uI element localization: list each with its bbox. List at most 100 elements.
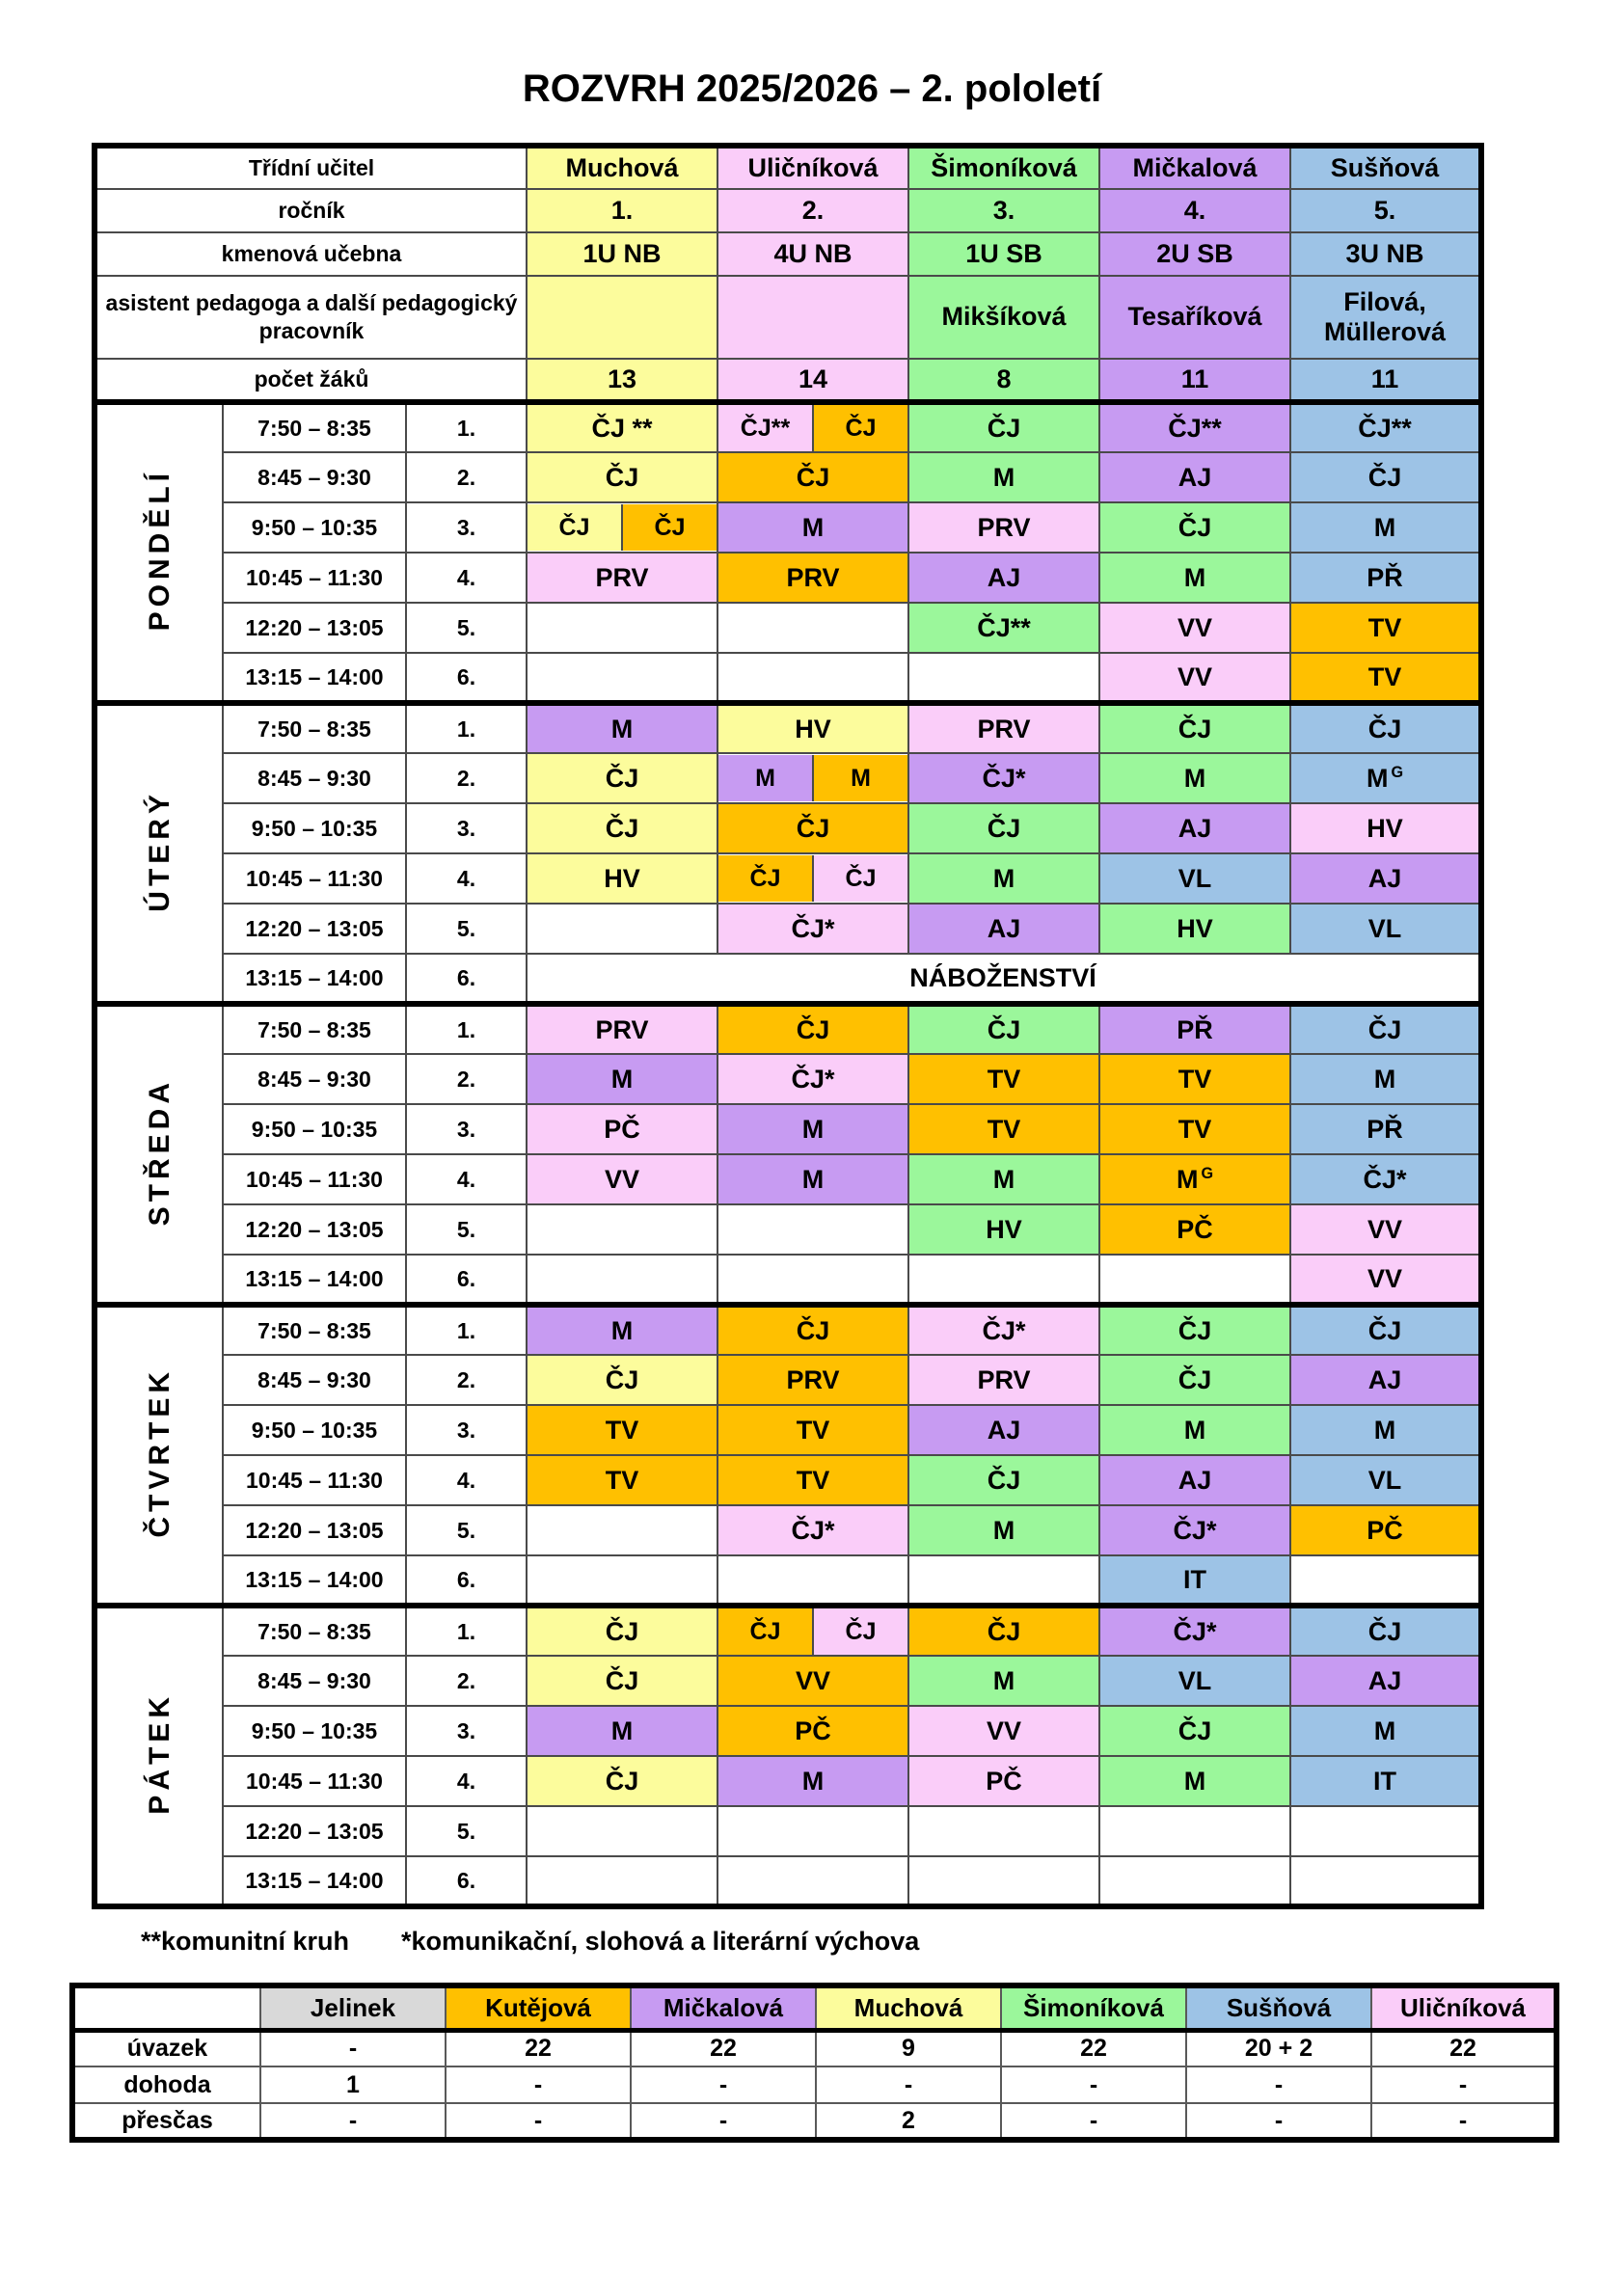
time-cell: 10:45 – 11:30 <box>222 552 407 604</box>
lesson-cell: M <box>907 1655 1100 1707</box>
header-value-cell: Mikšíková <box>907 275 1100 360</box>
lesson-cell <box>526 1504 718 1556</box>
lesson-cell: ČJ* <box>717 903 909 955</box>
time-cell: 8:45 – 9:30 <box>222 1053 407 1105</box>
lesson-cell: IT <box>1098 1554 1291 1607</box>
lesson-cell: ČJ* <box>1098 1504 1291 1556</box>
lesson-cell: AJ <box>907 1404 1100 1456</box>
lesson-label: HV <box>1177 913 1213 943</box>
period-number-cell: 6. <box>405 1254 528 1306</box>
period-row: 8:45 – 9:30 2. ČJ PRV PRV ČJ AJ <box>95 1354 1482 1406</box>
period-number-cell: 6. <box>405 1855 528 1907</box>
lesson-cell: M <box>1098 752 1291 804</box>
lesson-label: VV <box>604 1164 640 1194</box>
period-row: 13:15 – 14:00 6. NÁBOŽENSTVÍ <box>95 953 1482 1005</box>
lesson-label: M <box>1373 1715 1396 1745</box>
lesson-cell <box>526 652 718 704</box>
lesson-label: PČ <box>986 1766 1022 1796</box>
lesson-cell <box>526 1254 718 1306</box>
lesson-label: TV <box>605 1415 639 1445</box>
lesson-label: ČJ <box>1367 714 1402 743</box>
load-value-cell: 9 <box>815 2029 1002 2067</box>
period-number-cell: 5. <box>405 1805 528 1857</box>
lesson-cell: ČJ ČJ <box>717 1603 909 1657</box>
time-cell: 7:50 – 8:35 <box>222 1302 407 1356</box>
lesson-label: PČ <box>1367 1515 1403 1545</box>
lesson-label: ČJ <box>1177 714 1212 743</box>
lesson-label: ČJ <box>605 1766 639 1796</box>
period-row: 10:45 – 11:30 4. ČJ M PČ M IT <box>95 1755 1482 1807</box>
period-row: 10:45 – 11:30 4. TV TV ČJ AJ VL <box>95 1454 1482 1506</box>
period-row: 12:20 – 13:05 5. HV PČ VV <box>95 1203 1482 1256</box>
lesson-cell: AJ <box>1098 451 1291 503</box>
time-cell: 10:45 – 11:30 <box>222 852 407 905</box>
lesson-label: VL <box>1177 1665 1212 1695</box>
time-cell: 13:15 – 14:00 <box>222 1254 407 1306</box>
time-cell: 9:50 – 10:35 <box>222 501 407 554</box>
lesson-cell: ČJ** <box>907 602 1100 654</box>
lesson-cell <box>907 652 1100 704</box>
lesson-cell <box>717 1554 909 1607</box>
lesson-label: TV <box>1367 662 1402 691</box>
lesson-cell: ČJ <box>907 399 1100 453</box>
time-cell: 7:50 – 8:35 <box>222 1603 407 1657</box>
time-cell: 13:15 – 14:00 <box>222 1855 407 1907</box>
period-row: STŘEDA 7:50 – 8:35 1. PRV ČJ ČJ PŘ ČJ <box>94 1001 1482 1306</box>
lesson-cell: ČJ <box>1098 1302 1291 1356</box>
period-row: 8:45 – 9:30 2. ČJ VV M VL AJ <box>95 1655 1482 1707</box>
lesson-superscript: G <box>1391 763 1404 781</box>
lesson-cell: PRV <box>907 700 1100 754</box>
lesson-label: M <box>992 462 1015 492</box>
lesson-cell <box>526 602 718 654</box>
header-row-label: kmenová učebna <box>94 231 528 277</box>
lesson-label: TV <box>1177 1114 1212 1144</box>
header-value-cell: Uličníková <box>717 145 909 190</box>
lesson-label: VV <box>795 1665 831 1695</box>
lesson-cell: AJ <box>1098 802 1291 854</box>
lesson-label: M <box>801 1766 825 1796</box>
lesson-cell: AJ <box>1289 1655 1482 1707</box>
lesson-label: ČJ <box>796 813 830 843</box>
header-row: ročník 1. 2. 3. 4. 5. <box>94 188 1482 233</box>
lesson-cell: ČJ <box>1289 1603 1482 1657</box>
period-row: PÁTEK 7:50 – 8:35 1. ČJ ČJ ČJ ČJ ČJ* ČJ <box>94 1603 1482 1907</box>
lesson-label: TV <box>987 1064 1021 1094</box>
period-number-cell: 2. <box>405 1655 528 1707</box>
header-value-cell: 11 <box>1098 358 1291 403</box>
lesson-cell: M <box>1289 501 1482 554</box>
lesson-label: ČJ <box>1177 512 1212 542</box>
lesson-label: AJ <box>1367 1665 1402 1695</box>
lesson-cell: VV <box>1289 1203 1482 1256</box>
lesson-label: M <box>801 512 825 542</box>
period-number-cell: 3. <box>405 1103 528 1155</box>
period-number-cell: 2. <box>405 451 528 503</box>
lesson-label: IT <box>1183 1564 1206 1594</box>
lesson-cell: VL <box>1098 852 1291 905</box>
lesson-cell: M <box>907 451 1100 503</box>
lesson-cell: TV <box>526 1454 718 1506</box>
lesson-cell: PRV <box>907 1354 1100 1406</box>
lesson-label: M <box>610 1315 634 1345</box>
lesson-label: ČJ* <box>791 1064 835 1094</box>
lesson-cell: TV <box>717 1454 909 1506</box>
lesson-cell <box>1289 1554 1482 1607</box>
load-value-cell: 22 <box>1370 2029 1557 2067</box>
split-lesson: ČJ ČJ <box>719 855 907 902</box>
load-corner-cell <box>71 1985 261 2033</box>
time-cell: 9:50 – 10:35 <box>222 802 407 854</box>
lesson-cell <box>717 1203 909 1256</box>
header-value-cell: 4. <box>1098 188 1291 233</box>
lesson-cell: ČJ <box>526 1755 718 1807</box>
lesson-cell: TV <box>1289 602 1482 654</box>
lesson-cell: VV <box>526 1153 718 1205</box>
period-row: 13:15 – 14:00 6. VV <box>95 1254 1482 1306</box>
lesson-cell: PČ <box>526 1103 718 1155</box>
lesson-cell: ČJ <box>1289 1302 1482 1356</box>
time-cell: 9:50 – 10:35 <box>222 1404 407 1456</box>
lesson-label: PRV <box>786 562 840 592</box>
load-data-row: přesčas - - -2- - - <box>71 2102 1557 2141</box>
lesson-cell: ČJ <box>907 1603 1100 1657</box>
lesson-half: ČJ <box>812 408 907 450</box>
lesson-cell: VL <box>1098 1655 1291 1707</box>
period-number-cell: 3. <box>405 501 528 554</box>
